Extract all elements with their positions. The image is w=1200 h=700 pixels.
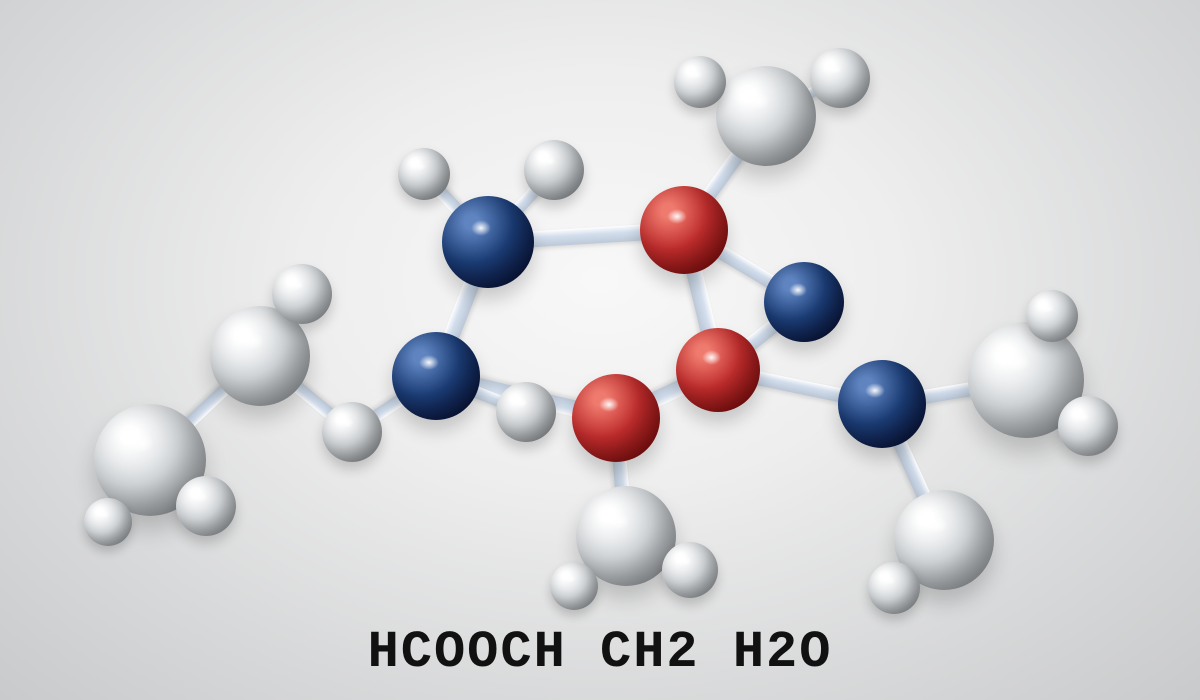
atom-o3: [572, 374, 660, 462]
atom-h10b: [868, 562, 920, 614]
atom-h6c: [84, 498, 132, 546]
atom-h8c: [550, 562, 598, 610]
atom-h5b: [272, 264, 332, 324]
molecule-canvas: HCOOCH CH2 H2O: [0, 0, 1200, 700]
atom-h7: [716, 66, 816, 166]
atom-h9c: [1026, 290, 1078, 342]
atom-h1: [398, 148, 450, 200]
atom-n4: [838, 360, 926, 448]
atom-n1: [442, 196, 534, 288]
atom-h6b: [176, 476, 236, 536]
atom-h3: [322, 402, 382, 462]
atom-o1: [640, 186, 728, 274]
atom-h7b: [810, 48, 870, 108]
atom-o2: [676, 328, 760, 412]
atom-h8b: [662, 542, 718, 598]
atom-h2: [524, 140, 584, 200]
atom-n3: [764, 262, 844, 342]
atom-h4: [496, 382, 556, 442]
atom-h7c: [674, 56, 726, 108]
atom-n2: [392, 332, 480, 420]
formula-caption: HCOOCH CH2 H2O: [0, 623, 1200, 682]
atom-h9b: [1058, 396, 1118, 456]
